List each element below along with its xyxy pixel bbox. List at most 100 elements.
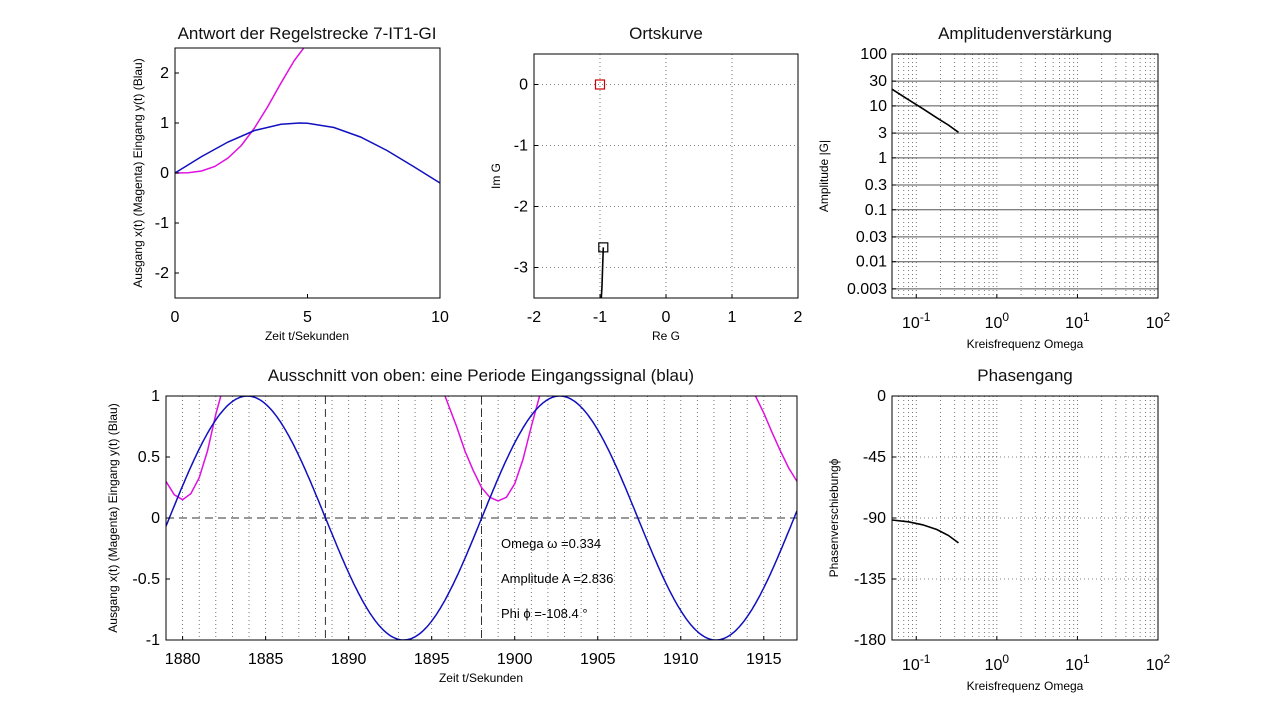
magnitude-grid [891,53,1159,298]
zoom-xtick-1885: 1885 [248,651,284,668]
step-frame [174,47,441,299]
zoom-xtick-1910: 1910 [663,651,699,668]
magnitude-ytick-7: 0.03 [856,229,887,246]
step-xlabel: Zeit t/Sekunden [265,329,349,343]
magnitude-ytick-3: 3 [878,125,887,142]
phi-annotation: Phi ϕ =-108.4 ° [501,606,588,621]
zoom-marks [166,396,797,640]
phase-curve [891,519,959,544]
magnitude-ytick-6: 0.1 [865,202,887,219]
output-x-segment-0 [166,396,222,501]
nyquist-ytick--1: -1 [514,138,528,155]
phase-grid [891,395,1159,641]
phase-xtick-1: 101 [1065,652,1090,674]
nyquist-xtick--2: -2 [527,309,541,326]
magnitude-ytick-8: 0.01 [856,254,887,271]
phase-marks [891,519,959,544]
step-ylabel: Ausgang x(t) (Magenta) Eingang y(t) (Bla… [131,58,145,287]
step-title: Antwort der Regelstrecke 7-IT1-GI [178,24,437,43]
nyquist-title: Ortskurve [629,24,703,43]
magnitude-xlabel: Kreisfrequenz Omega [967,337,1084,351]
magnitude-panel: Amplitudenverstärkung 10-1 100 101 10210030… [817,24,1171,351]
omega-annotation: Omega ω =0.334 [501,536,601,551]
zoom-xtick-1895: 1895 [414,651,450,668]
zoom-ytick--1: -1 [146,632,160,649]
zoom-xtick-1890: 1890 [331,651,367,668]
zoom-ytick-0.5: 0.5 [138,449,160,466]
magnitude-ytick-2: 10 [869,98,887,115]
step-xtick-0: 0 [171,309,180,326]
step-marks [175,48,440,184]
magnitude-xtick--1: 10-1 [902,310,931,332]
step-xtick-10: 10 [431,309,449,326]
zoom-xtick-1880: 1880 [165,651,201,668]
phase-ytick-0: 0 [877,388,886,405]
nyquist-curve [600,247,605,299]
phase-ticks: 10-1 100 101 102 0 -45 -90 -135 -180 [854,388,1171,674]
nyquist-ytick--2: -2 [514,199,528,216]
step-response-panel: Antwort der Regelstrecke 7-IT1-GI 0 5 10-2… [131,24,449,343]
phase-ytick-2: -90 [863,510,886,527]
nyquist-xtick-1: 1 [728,309,737,326]
step-ticks: 0 5 10 -2 -1 0 1 2 [155,65,449,326]
nyquist-xlabel: Re G [652,329,680,343]
phase-title: Phasengang [977,366,1072,385]
magnitude-xtick-2: 102 [1146,310,1171,332]
nyquist-ylabel: Im G [489,163,503,189]
phase-ytick-3: -135 [854,571,886,588]
phase-xtick-2: 102 [1146,652,1171,674]
zoom-ytick-1: 1 [151,388,160,405]
magnitude-title: Amplitudenverstärkung [938,24,1112,43]
current-point-marker [598,242,609,253]
phase-ytick-1: -45 [863,449,886,466]
step-ytick--1: -1 [155,215,169,232]
magnitude-ytick-5: 0.3 [865,177,887,194]
step-ytick--2: -2 [155,265,169,282]
nyquist-ytick--3: -3 [514,260,528,277]
magnitude-frame [891,53,1159,299]
step-xtick-5: 5 [303,309,312,326]
nyquist-grid [533,54,799,298]
zoom-panel: Ausschnitt von oben: eine Periode Eingan… [106,366,798,685]
input-y-line [175,122,440,184]
phase-ytick-4: -180 [854,632,886,649]
magnitude-ticks: 10-1 100 101 102 100 30 10 3 1 0.3 0.1 0.03 0.01 0.00… [847,46,1171,332]
nyquist-ytick-0: 0 [519,77,528,94]
zoom-xtick-1905: 1905 [580,651,616,668]
magnitude-ytick-1: 30 [869,73,887,90]
nyquist-marks [594,79,609,299]
zoom-xlabel: Zeit t/Sekunden [439,671,523,685]
nyquist-xtick--1: -1 [593,309,607,326]
magnitude-xtick-0: 100 [985,310,1010,332]
phase-xtick-0: 100 [985,652,1010,674]
magnitude-ytick-9: 0.003 [847,281,887,298]
zoom-ylabel: Ausgang x(t) (Magenta) Eingang y(t) (Bla… [106,403,120,632]
zoom-xtick-1900: 1900 [497,651,533,668]
nyquist-xtick-0: 0 [662,309,671,326]
magnitude-ylabel: Amplitude |G| [817,140,831,212]
step-ytick-0: 0 [160,165,169,182]
step-ytick-2: 2 [160,65,169,82]
nyquist-xtick-2: 2 [794,309,803,326]
amplitude-annotation: Amplitude A =2.836 [501,571,613,586]
output-x-segment-2 [754,396,797,482]
magnitude-curve [891,88,959,133]
output-x-segment-1 [444,396,541,502]
nyquist-ticks: -2 -1 0 1 2 -3 -2 -1 0 [514,77,803,327]
critical-point-marker [594,79,606,90]
magnitude-ytick-0: 100 [860,46,887,63]
zoom-ticks: 1880 1885 1890 1895 1900 1905 1910 1915 -1 -0.5 0 0… [132,388,781,668]
phase-xlabel: Kreisfrequenz Omega [967,679,1084,693]
step-ytick-1: 1 [160,115,169,132]
magnitude-ytick-4: 1 [878,150,887,167]
zoom-xtick-1915: 1915 [746,651,782,668]
nyquist-panel: Ortskurve -2 -1 0 1 2 -3 -2 -1 0 Re G Im G [489,24,803,343]
output-x-line [175,48,305,174]
phase-ylabel: Phasenverschiebungϕ [827,458,841,577]
phase-xtick--1: 10-1 [902,652,931,674]
zoom-ytick--0.5: -0.5 [132,571,160,588]
input-y-line [166,396,797,640]
zoom-ytick-0: 0 [151,510,160,527]
magnitude-marks [891,88,959,133]
